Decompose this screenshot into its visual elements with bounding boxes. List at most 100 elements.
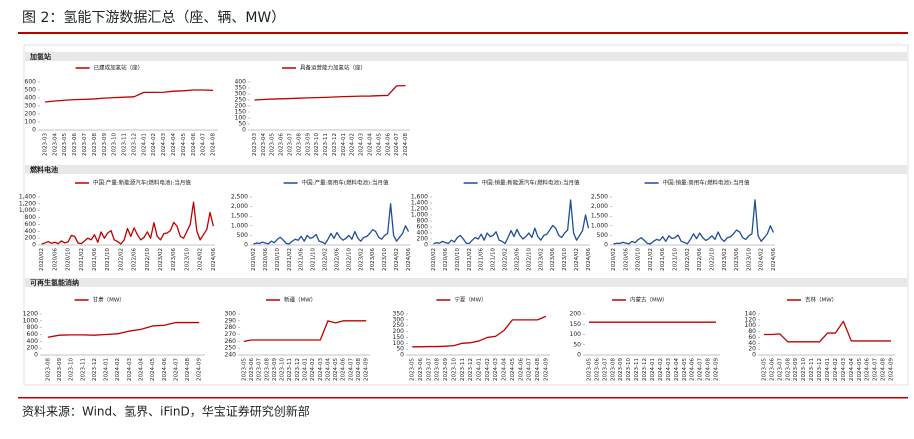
y-tick-label: 0 [32, 127, 36, 134]
y-tick-label: 250 [225, 345, 237, 352]
y-tick-label: 400 [25, 95, 37, 102]
x-tick-label: 2023-12 [642, 358, 648, 381]
y-tick-label: 300 [235, 91, 247, 98]
x-tick-label: 2023/06 [550, 248, 556, 271]
x-tick-label: 2023/10 [562, 248, 568, 271]
y-tick-label: 150 [393, 334, 405, 341]
x-tick-label: 2023-06 [279, 133, 285, 156]
x-tick-label: 2023-07 [426, 358, 432, 381]
y-tick-label: 200 [570, 311, 582, 318]
x-tick-label: 2024-02 [310, 358, 316, 381]
x-tick-label: 2023/02 [158, 248, 164, 271]
x-tick-label: 2024-06 [162, 358, 168, 381]
y-tick-label: 1,200 [19, 200, 36, 207]
x-tick-label: 2023-08 [610, 358, 616, 381]
x-tick-label: 2023-09 [57, 358, 63, 381]
y-tick-label: 100 [393, 340, 405, 347]
series-line [433, 199, 590, 245]
x-tick-label: 2024-08 [881, 358, 887, 381]
x-tick-label: 2023-06 [72, 133, 78, 156]
y-tick-label: 50 [573, 341, 581, 348]
x-tick-label: 2023-12 [295, 358, 301, 381]
legend-label: 已建成加氢站（座） [94, 64, 144, 72]
series-line [47, 321, 200, 338]
x-tick-label: 2023-10 [69, 358, 75, 381]
source-note: 资料来源：Wind、氢界、iFinD，华宝证券研究创新部 [22, 404, 310, 419]
x-tick-label: 2024-08 [356, 358, 362, 381]
x-tick-label: 2021/02 [648, 248, 654, 271]
x-tick-label: 2023-08 [785, 358, 791, 381]
y-tick-label: 250 [393, 322, 405, 329]
y-tick-label: 600 [25, 221, 37, 228]
x-tick-label: 2024-02 [115, 358, 121, 381]
x-tick-label: 2024-07 [527, 358, 533, 381]
section-label: 可再生氢能消纳 [30, 278, 79, 287]
x-tick-label: 2024-07 [201, 133, 207, 156]
x-tick-label: 2023-10 [112, 133, 118, 156]
y-tick-label: 400 [235, 79, 247, 86]
x-tick-label: 2023-06 [418, 358, 424, 381]
x-tick-label: 2020/10 [636, 248, 642, 271]
y-tick-label: 0 [424, 242, 428, 249]
x-tick-label: 2024-04 [368, 133, 374, 156]
x-tick-label: 2023-06 [594, 358, 600, 381]
y-tick-label: 100 [235, 115, 247, 122]
x-tick-label: 2023/10 [746, 248, 752, 271]
y-tick-label: 2,500 [231, 194, 248, 201]
x-tick-label: 2024-03 [493, 358, 499, 381]
series-line [254, 84, 406, 101]
y-tick-label: 240 [225, 352, 237, 359]
x-tick-label: 2023-10 [314, 133, 320, 156]
x-tick-label: 2024-03 [841, 358, 847, 381]
x-tick-label: 2021/02 [79, 248, 85, 271]
x-tick-label: 2023-12 [817, 358, 823, 381]
x-tick-label: 2023-11 [460, 358, 466, 381]
legend-label: 甘肃（MW） [93, 296, 125, 304]
y-tick-label: 300 [225, 311, 237, 318]
page-title: 图 2：氢能下游数据汇总（座、辆、MW） [22, 10, 285, 26]
x-tick-label: 2023/06 [171, 248, 177, 271]
y-tick-label: 800 [417, 218, 429, 225]
x-tick-label: 2023/10 [184, 248, 190, 271]
x-tick-label: 2024/02 [198, 248, 204, 271]
y-tick-label: 1200 [23, 311, 38, 318]
x-tick-label: 2024-06 [518, 358, 524, 381]
x-tick-label: 2023-11 [323, 133, 329, 156]
x-tick-label: 2021/06 [660, 248, 666, 271]
x-tick-label: 2024-05 [857, 358, 863, 381]
x-tick-label: 2024-03 [359, 133, 365, 156]
x-tick-label: 2022/10 [145, 248, 151, 271]
y-tick-label: 0 [242, 127, 246, 134]
y-tick-label: 2,000 [231, 203, 248, 210]
legend-label: 具备运营能力加氢站（座） [300, 64, 366, 72]
x-tick-label: 2024/02 [759, 248, 765, 271]
legend-label: 中国:销量:新能源汽车(燃料电池):当月值 [482, 179, 580, 187]
x-tick-label: 2024-02 [151, 133, 157, 156]
x-tick-label: 2024-09 [364, 358, 370, 381]
x-tick-label: 2020/06 [623, 248, 629, 271]
x-tick-label: 2024-09 [889, 358, 895, 381]
x-tick-label: 2024-03 [318, 358, 324, 381]
x-tick-label: 2020/06 [443, 248, 449, 271]
y-tick-label: 300 [25, 103, 37, 110]
y-tick-label: 200 [235, 103, 247, 110]
x-tick-label: 2022/06 [514, 248, 520, 271]
x-tick-label: 2021/10 [673, 248, 679, 271]
x-tick-label: 2023/02 [358, 248, 364, 271]
y-tick-label: 1,200 [411, 206, 428, 213]
section-band [25, 165, 907, 174]
x-tick-label: 2022/02 [118, 248, 124, 271]
y-tick-label: 100 [745, 322, 757, 329]
x-tick-label: 2024-05 [150, 358, 156, 381]
y-tick-label: 50 [238, 121, 246, 128]
y-tick-label: 250 [235, 97, 247, 104]
x-tick-label: 2023-05 [62, 133, 68, 156]
y-tick-label: 60 [748, 334, 756, 341]
series-line [41, 201, 214, 245]
x-tick-label: 2024-02 [485, 358, 491, 381]
section-band [25, 278, 907, 287]
y-tick-label: 400 [417, 230, 429, 237]
y-tick-label: 100 [25, 119, 37, 126]
x-tick-label: 2024-07 [394, 133, 400, 156]
